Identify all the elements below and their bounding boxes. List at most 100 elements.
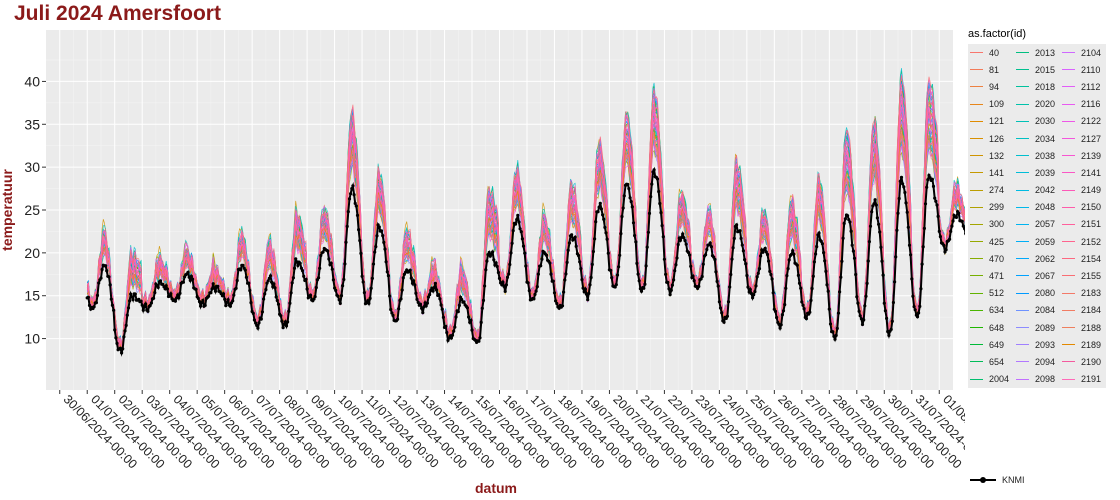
knmi-point [105, 269, 109, 273]
knmi-point [622, 194, 626, 198]
knmi-point [337, 298, 341, 302]
knmi-point [920, 262, 924, 266]
knmi-point [909, 253, 913, 257]
legend-item: 2155 [1060, 267, 1106, 285]
legend-key [1014, 164, 1031, 181]
legend-key [968, 371, 985, 388]
knmi-point [115, 341, 119, 345]
knmi-point [944, 248, 948, 252]
knmi-point [549, 272, 553, 276]
knmi-point [413, 283, 417, 287]
knmi-point [705, 247, 709, 252]
legend-item: 109 [968, 95, 1014, 113]
knmi-point [741, 249, 746, 253]
knmi-point [810, 286, 814, 291]
knmi-point [621, 206, 625, 210]
knmi-point [186, 270, 190, 274]
knmi-point [280, 319, 284, 323]
knmi-point [226, 298, 230, 302]
knmi-point [635, 261, 639, 265]
knmi-point [708, 241, 712, 245]
legend-item: 2139 [1060, 147, 1106, 165]
knmi-point [99, 276, 103, 280]
legend-label: 2080 [1035, 288, 1056, 299]
knmi-point [814, 252, 818, 256]
legend-label: 2094 [1035, 356, 1056, 367]
knmi-point [274, 295, 278, 299]
legend-key [968, 182, 985, 199]
knmi-point [770, 277, 774, 281]
legend-label: 2152 [1081, 236, 1102, 247]
legend-label: 300 [989, 219, 1005, 230]
knmi-point [368, 296, 372, 300]
knmi-point [893, 280, 897, 284]
knmi-point [551, 279, 555, 283]
knmi-point [262, 297, 266, 301]
knmi-point [847, 218, 851, 222]
knmi-point [517, 220, 521, 224]
knmi-point [189, 274, 193, 278]
knmi-point [331, 278, 335, 282]
knmi-point [470, 328, 474, 332]
knmi-point [300, 269, 305, 273]
knmi-point [153, 291, 157, 295]
knmi-point [445, 330, 449, 335]
legend-item: 2184 [1060, 301, 1106, 319]
knmi-point [354, 204, 358, 208]
knmi-point [308, 293, 313, 297]
knmi-point [232, 293, 236, 297]
knmi-point [176, 293, 180, 297]
knmi-point [321, 250, 325, 254]
knmi-point [566, 248, 570, 252]
knmi-point [270, 280, 274, 284]
knmi-point [343, 262, 347, 266]
knmi-point [910, 277, 914, 281]
knmi-point [879, 245, 883, 249]
legend-key [1060, 182, 1077, 199]
knmi-point [890, 319, 894, 323]
knmi-point [964, 232, 965, 235]
knmi-point [883, 309, 888, 313]
knmi-point [633, 233, 637, 238]
knmi-point [899, 175, 904, 179]
knmi-point [889, 327, 893, 331]
knmi-point [194, 287, 198, 291]
legend-item: 2018 [1014, 78, 1060, 96]
knmi-point [290, 281, 294, 285]
knmi-point [691, 274, 695, 278]
knmi-point [954, 215, 959, 219]
knmi-point [109, 297, 113, 301]
legend-key [1014, 250, 1031, 267]
knmi-point [779, 323, 783, 327]
knmi-point [264, 288, 268, 292]
knmi-point [149, 301, 153, 305]
knmi-point [288, 301, 292, 305]
knmi-point [158, 279, 163, 283]
knmi-point [110, 303, 114, 307]
knmi-point [434, 288, 439, 292]
knmi-point [177, 296, 181, 300]
knmi-point [928, 176, 932, 180]
knmi-point [199, 304, 203, 308]
legend-column: 40 81 94 109 121 126 132 141 274 299 300 425 470 471 5… [968, 44, 1014, 388]
knmi-point [533, 292, 537, 296]
knmi-point [128, 299, 132, 303]
legend-item: 648 [968, 319, 1014, 337]
legend-key [1060, 302, 1077, 319]
knmi-point [86, 295, 90, 299]
knmi-point [497, 276, 502, 280]
knmi-point [771, 291, 775, 295]
knmi-point [282, 322, 286, 326]
knmi-point [934, 199, 938, 203]
knmi-point [709, 245, 714, 249]
x-axis-ticks: 30/06/2024-00:0001/07/2024-00:0002/07/20… [59, 390, 965, 471]
knmi-point [456, 310, 460, 314]
legend-item: 2030 [1014, 112, 1060, 130]
knmi-point [495, 264, 499, 269]
legend-key [1060, 199, 1077, 216]
knmi-point [130, 295, 134, 299]
knmi-point [460, 297, 464, 302]
knmi-point [175, 296, 179, 300]
knmi-point [142, 305, 147, 309]
legend-item: 2149 [1060, 181, 1106, 199]
